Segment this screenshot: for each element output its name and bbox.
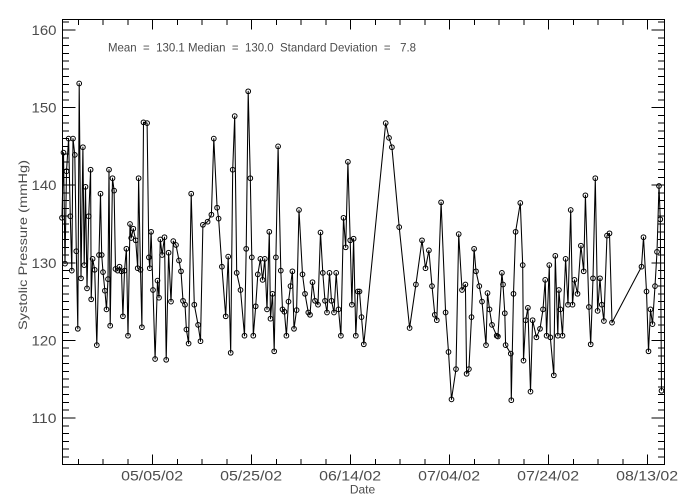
svg-text:110: 110 bbox=[32, 411, 57, 426]
svg-text:130: 130 bbox=[32, 256, 57, 271]
svg-text:05/05/02: 05/05/02 bbox=[121, 469, 183, 484]
svg-text:160: 160 bbox=[32, 23, 57, 38]
svg-text:Mean = 130.1 Median = 130.: Mean = 130.1 Median = 130.0 Standard Dev… bbox=[108, 41, 416, 55]
svg-text:08/13/02: 08/13/02 bbox=[616, 469, 678, 484]
svg-text:07/04/02: 07/04/02 bbox=[418, 469, 480, 484]
svg-text:Systolic Pressure (mmHg): Systolic Pressure (mmHg) bbox=[16, 160, 30, 330]
svg-text:06/14/02: 06/14/02 bbox=[319, 469, 381, 484]
svg-text:Date: Date bbox=[350, 483, 376, 497]
svg-text:120: 120 bbox=[32, 333, 57, 348]
svg-text:05/25/02: 05/25/02 bbox=[220, 469, 282, 484]
svg-text:150: 150 bbox=[32, 101, 57, 116]
svg-text:07/24/02: 07/24/02 bbox=[517, 469, 579, 484]
svg-text:140: 140 bbox=[32, 178, 57, 193]
